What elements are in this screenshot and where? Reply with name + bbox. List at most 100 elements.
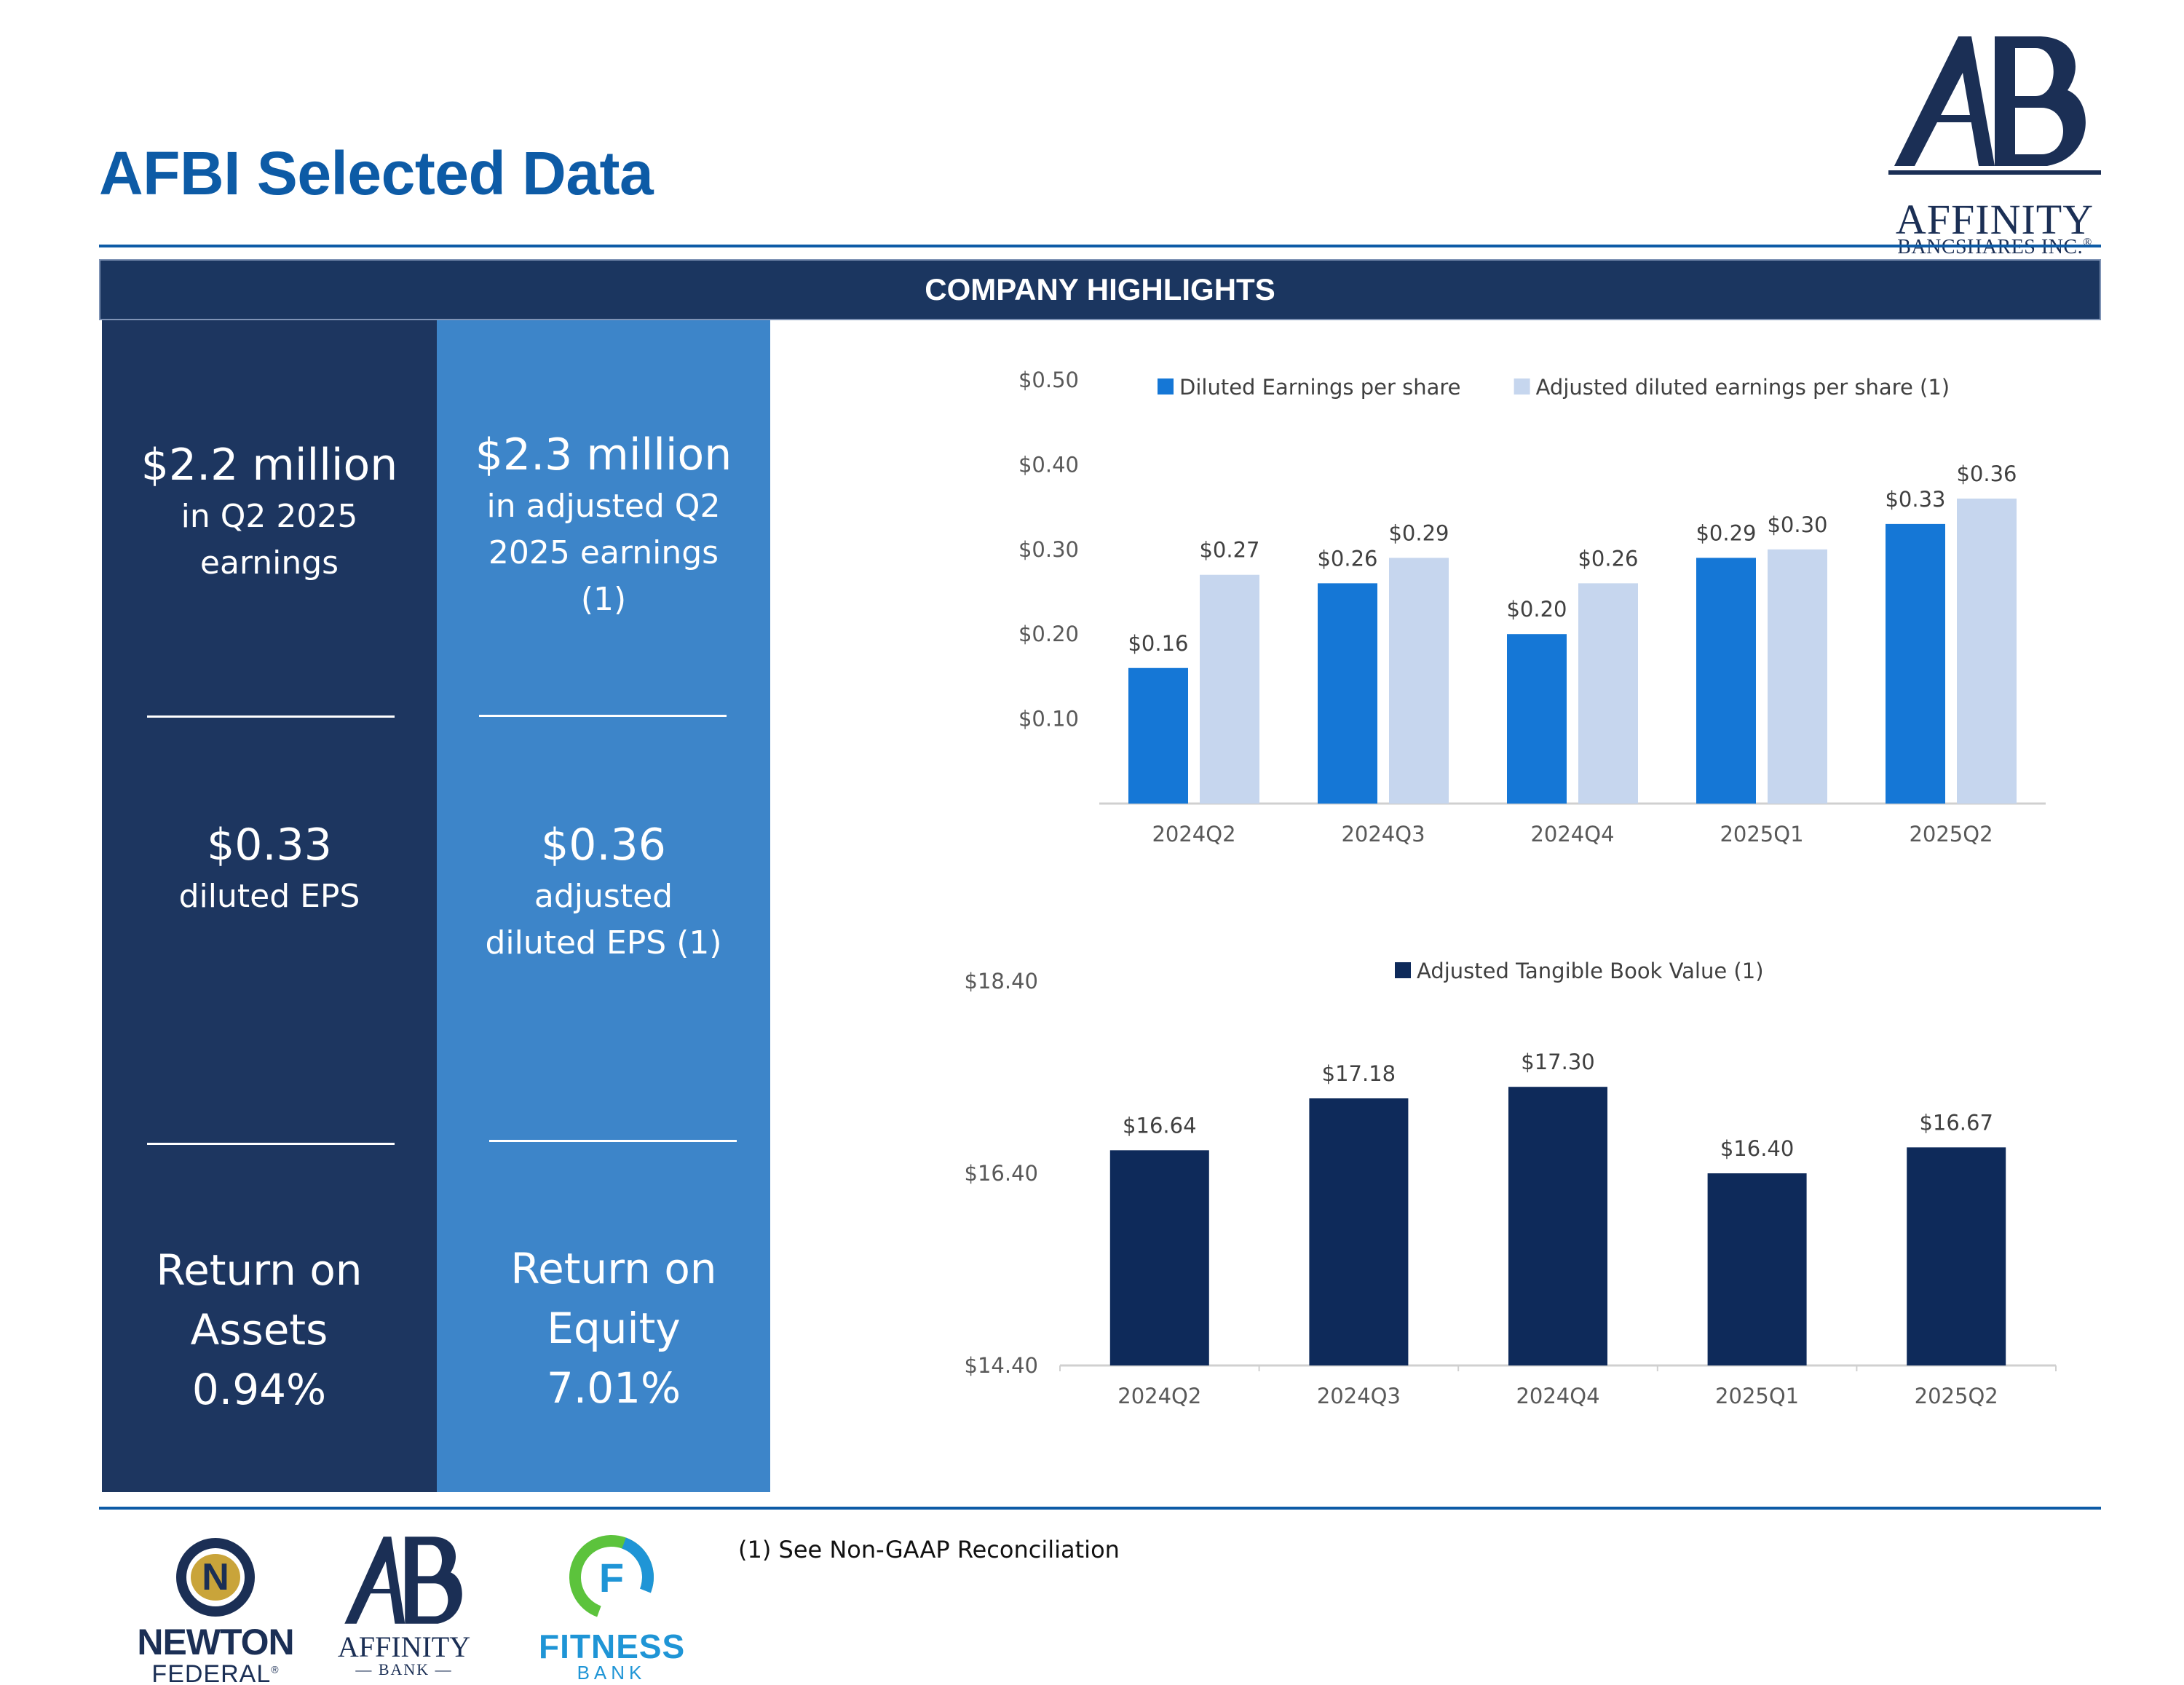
legend-swatch [1158,378,1174,395]
affinity-bank-sub: — BANK — [355,1660,453,1678]
highlights-panel-right: $2.3 million in adjusted Q2 2025 earning… [437,320,770,1492]
newton-n-icon: N [191,1554,240,1601]
bar [1507,634,1567,804]
bar [1109,1150,1209,1365]
x-tick-label: 2024Q3 [1317,1384,1401,1408]
legend-swatch [1514,378,1530,395]
earnings-line1: in Q2 2025 [181,498,358,535]
roa-stat: Return on Assets 0.94% [92,1240,427,1419]
data-label: $0.26 [1317,546,1377,571]
fitness-f-icon: F [599,1555,624,1601]
bar [1707,1173,1807,1365]
roe-line2: Equity [547,1304,681,1353]
x-tick-label: 2024Q3 [1341,822,1425,847]
x-tick-label: 2024Q4 [1516,1384,1599,1408]
x-tick-label: 2025Q2 [1909,822,1993,847]
divider [147,1143,395,1145]
affinity-bancshares-logo: AFFINITY BANCSHARES INC.® [1886,29,2104,258]
earnings-stat: $2.2 million in Q2 2025 earnings [102,437,437,587]
adj-earnings-line2: 2025 earnings [488,534,719,571]
eps-stat: $0.33 diluted EPS [102,817,437,920]
data-label: $16.40 [1720,1136,1794,1161]
earnings-value: $2.2 million [141,440,398,491]
highlights-panel-left: $2.2 million in Q2 2025 earnings $0.33 d… [102,320,437,1492]
bar [1309,1098,1409,1365]
bar [1696,558,1756,804]
roa-line2: Assets [190,1305,328,1355]
y-tick-label: $14.40 [965,1353,1038,1378]
x-tick-label: 2024Q4 [1530,822,1614,847]
legend-entry: Diluted Earnings per share [1179,375,1461,400]
legend-swatch [1395,962,1411,978]
adj-eps-line2: diluted EPS (1) [485,924,722,962]
data-label: $0.16 [1128,631,1188,656]
legend-entry: Adjusted diluted earnings per share (1) [1536,375,1950,400]
adj-earnings-stat: $2.3 million in adjusted Q2 2025 earning… [437,427,770,623]
data-label: $17.18 [1322,1061,1396,1086]
bar [1957,498,2017,804]
roe-stat: Return on Equity 7.01% [447,1239,780,1418]
tangible-book-value-chart: $14.40 $16.40 $18.40 2024Q2 $16.64 2024Q3 $17.… [965,959,2057,1408]
data-label: $0.30 [1767,512,1827,537]
bar [1578,583,1638,804]
y-tick-label: $0.20 [1018,622,1079,646]
data-label: $0.36 [1956,461,2017,486]
data-label: $0.26 [1578,546,1638,571]
adj-earnings-value: $2.3 million [475,429,732,480]
section-header: COMPANY HIGHLIGHTS [99,259,2101,320]
bar [1128,667,1188,804]
legend-entry: Adjusted Tangible Book Value (1) [1417,959,1764,983]
eps-label: diluted EPS [178,878,360,915]
fitness-sub: BANK [577,1662,646,1684]
data-label: $16.67 [1919,1110,1993,1135]
page-title: AFBI Selected Data [99,139,654,207]
ab-monogram-icon [344,1537,462,1624]
y-tick-label: $0.40 [1018,452,1079,477]
roe-value: 7.01% [546,1363,681,1413]
x-tick-label: 2025Q1 [1715,1384,1799,1408]
adj-earnings-line3: (1) [580,581,627,618]
divider [489,1140,737,1142]
logo-subtitle: BANCSHARES INC.® [1897,236,2092,258]
x-tick-label: 2025Q2 [1915,1384,1998,1408]
x-tick-label: 2025Q1 [1720,822,1803,847]
eps-bar-chart: $0.10 $0.20 $0.30 $0.40 $0.50 2024Q2 $0.16 $0.2… [1018,368,2046,847]
y-tick-label: $0.50 [1018,368,1079,392]
affinity-bank-name: AFFINITY [337,1630,471,1663]
divider [479,715,727,717]
roe-line1: Return on [510,1244,717,1293]
ab-monogram-icon [1888,36,2101,175]
roa-value: 0.94% [191,1365,327,1414]
logo-name: AFFINITY [1895,196,2094,243]
data-label: $0.27 [1199,538,1259,563]
bar [1318,583,1377,804]
y-tick-label: $18.40 [965,969,1038,994]
data-label: $16.64 [1123,1113,1196,1138]
y-tick-label: $0.30 [1018,537,1079,562]
bar [1768,549,1827,804]
affinity-bank-logo: AFFINITY — BANK — [335,1532,473,1685]
data-label: $0.29 [1388,520,1449,545]
data-label: $0.29 [1696,520,1756,545]
bar [1907,1147,2006,1365]
adj-earnings-line1: in adjusted Q2 [486,488,721,525]
newton-name: NEWTON [137,1622,294,1662]
bar [1886,523,1945,804]
bar [1200,574,1259,804]
adj-eps-stat: $0.36 adjusted diluted EPS (1) [437,817,770,967]
fitness-ring-icon: F [569,1535,654,1619]
adj-eps-line1: adjusted [534,878,673,915]
fitness-name: FITNESS [539,1627,686,1665]
roa-line1: Return on [156,1245,363,1295]
bottom-rule [99,1507,2101,1510]
bar [1508,1087,1607,1365]
data-label: $17.30 [1521,1050,1594,1074]
x-tick-label: 2024Q2 [1152,822,1235,847]
footnote: (1) See Non-GAAP Reconciliation [738,1536,1120,1563]
y-tick-label: $0.10 [1018,707,1079,732]
top-rule [99,245,2101,247]
bar [1389,558,1449,804]
earnings-line2: earnings [199,544,339,582]
adj-eps-value: $0.36 [541,820,666,871]
eps-value: $0.33 [207,820,332,871]
